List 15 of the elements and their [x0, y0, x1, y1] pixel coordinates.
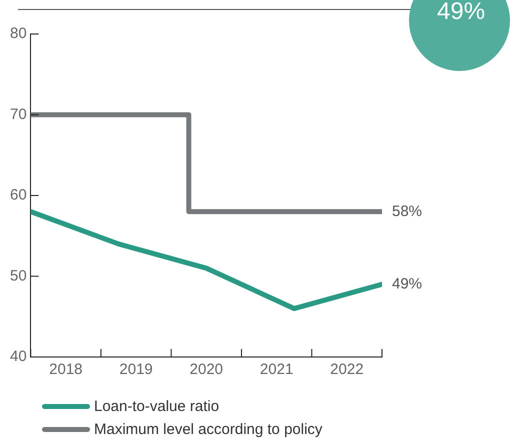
y-tick-label: 50 — [10, 267, 27, 284]
x-tick-label: 2018 — [49, 361, 83, 378]
legend-label: Loan-to-value ratio — [94, 398, 220, 415]
data-label: 58% — [392, 202, 422, 220]
x-tick-label: 2020 — [190, 361, 224, 378]
y-tick-label: 60 — [10, 186, 27, 204]
x-tick-label: 2021 — [260, 361, 294, 378]
y-tick-label: 40 — [10, 348, 27, 366]
y-tick-label: 80 — [10, 25, 27, 42]
x-tick-label: 2022 — [330, 361, 364, 378]
data-label: 49% — [392, 275, 422, 292]
legend-label: Maximum level according to policy — [94, 421, 322, 438]
x-tick-label: 2019 — [119, 361, 153, 378]
text: 49% — [437, 0, 486, 25]
y-tick-label: 70 — [10, 106, 27, 123]
